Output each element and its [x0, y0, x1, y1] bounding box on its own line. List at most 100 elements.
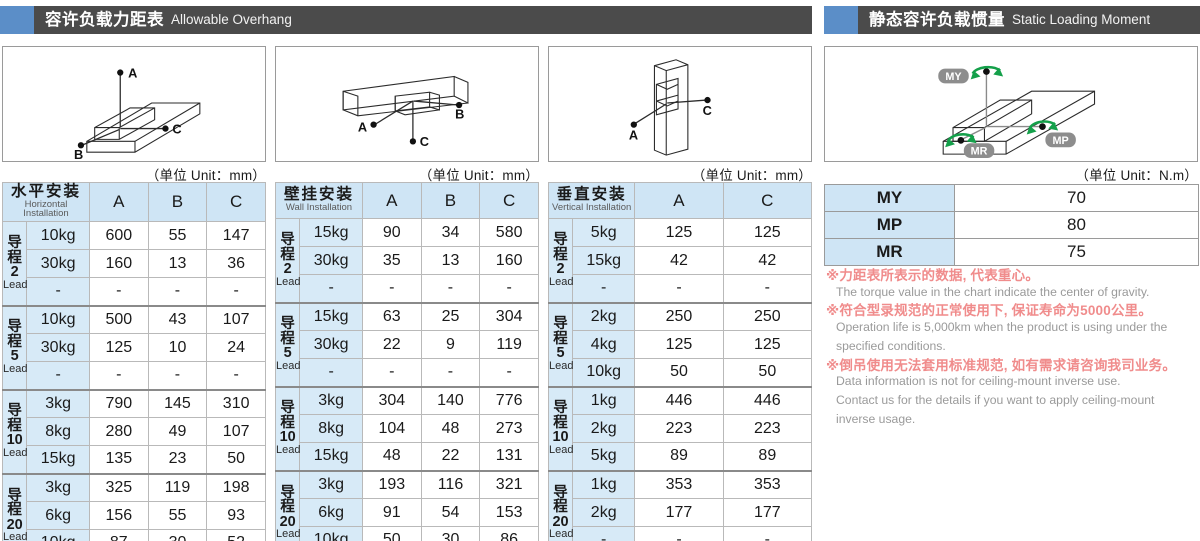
load-cell: 1kg: [572, 469, 636, 499]
moment-value: 75: [954, 238, 1199, 266]
diagram-static-loading-moment: MY MP MR: [824, 46, 1198, 162]
diagram-wall-installation: A B C: [275, 46, 539, 162]
value-cell-a: 353: [634, 469, 724, 499]
value-cell-c: 42: [722, 246, 813, 275]
table-row: 8kg 280 49 107: [3, 417, 266, 447]
svg-text:A: A: [358, 120, 367, 135]
table-row: 4kg 125 125: [549, 330, 813, 359]
load-cell: -: [26, 361, 90, 391]
table-row: 导程 2 Lead 10kg 600 55 147: [1, 221, 266, 307]
value-cell-b: 55: [147, 501, 208, 531]
value-cell-a: 125: [88, 333, 149, 363]
value-cell-b: 116: [420, 469, 481, 499]
value-cell-c: 250: [722, 301, 813, 331]
svg-text:MR: MR: [971, 146, 988, 158]
value-cell-a: 446: [634, 385, 724, 415]
table-row: 8kg 104 48 273: [276, 414, 539, 443]
diagram-vertical-svg: A C: [629, 59, 712, 156]
value-cell-c: 446: [722, 385, 813, 415]
load-cell: 5kg: [572, 442, 636, 472]
table-row: 2kg 177 177: [549, 498, 813, 527]
value-cell-b: 119: [147, 472, 208, 503]
lead-group-label: 导程 20 Lead: [1, 472, 27, 541]
load-cell: 30kg: [299, 330, 363, 359]
unit-caption-mm: （单位 Unit：mm）: [691, 168, 812, 183]
header-bar: 容许负载力距表 Allowable Overhang: [34, 6, 812, 34]
lead-group-label: 导程 10 Lead: [274, 385, 300, 471]
load-cell: 2kg: [572, 498, 636, 527]
value-cell-b: 23: [147, 445, 208, 475]
value-cell-b: 13: [147, 249, 208, 279]
value-cell-b: 49: [147, 417, 208, 447]
section-header-static-loading-moment: 静态容许负载惯量 Static Loading Moment: [824, 6, 1200, 34]
section-title-en: Allowable Overhang: [171, 12, 292, 28]
table-header-row: 壁挂安装 Wall Installation A B C: [275, 182, 539, 219]
unit-caption-mm: （单位 Unit：mm）: [418, 168, 539, 183]
header-title-en: Horizontal Installation: [23, 198, 69, 220]
value-cell-a: -: [361, 358, 422, 388]
value-cell-c: 160: [479, 246, 539, 275]
section-title-cn: 容许负载力距表: [45, 10, 164, 29]
table-row: 10kg873052: [3, 529, 266, 541]
value-cell-a: -: [361, 274, 422, 304]
accent-swatch-icon: [0, 6, 34, 34]
table-row: 15kg 42 42: [549, 246, 813, 275]
header-title-cn: 水平安装: [10, 183, 81, 200]
note-text-en: Contact us for the details if you want t…: [836, 393, 1155, 408]
table-row: ----: [3, 277, 266, 307]
load-cell: 10kg: [26, 304, 90, 335]
lead-group-label: 导程 5 Lead: [1, 304, 27, 391]
value-cell-a: 790: [88, 388, 149, 419]
lead-group-label: 导程 20 Lead: [274, 469, 300, 541]
column-header-c: C: [722, 182, 813, 219]
value-cell-a: 42: [634, 246, 724, 275]
load-cell: 3kg: [299, 469, 363, 499]
load-cell: 6kg: [26, 501, 90, 531]
value-cell-a: 104: [361, 414, 422, 443]
load-cell: 8kg: [26, 417, 90, 447]
value-cell-c: -: [206, 361, 266, 391]
section-title-cn: 静态容许负载惯量: [869, 10, 1005, 29]
value-cell-a: -: [88, 361, 149, 391]
lead-group-label: 导程 10 Lead: [1, 388, 27, 475]
note-text-cn: ※符合型录规范的正常使用下, 保证寿命为5000公里。: [826, 303, 1153, 319]
load-cell: 15kg: [26, 445, 90, 475]
value-cell-c: 177: [722, 498, 813, 527]
svg-text:C: C: [420, 134, 429, 149]
load-cell: 2kg: [572, 301, 636, 331]
lead-group-label: 导程 5 Lead: [547, 301, 573, 387]
value-cell-a: 193: [361, 469, 422, 499]
table-horizontal-installation: 水平安装 Horizontal Installation A B C 导程 2 Lead 10k…: [1, 181, 266, 541]
load-cell: 10kg: [299, 526, 363, 541]
table-row: 导程 10 Lead 1kg 446 446: [547, 385, 813, 471]
table-row: 导程 5 Lead 15kg 63 25 304: [274, 301, 539, 387]
value-cell-a: -: [634, 526, 724, 541]
value-cell-a: 135: [88, 445, 149, 475]
value-cell-a: 22: [361, 330, 422, 359]
lead-group-label: 导程 5 Lead: [274, 301, 300, 387]
table-static-loading-moment: MY 70 MP 80 MR 75: [824, 184, 1199, 266]
header-bar: 静态容许负载惯量 Static Loading Moment: [858, 6, 1200, 34]
moment-label: MP: [824, 211, 955, 239]
header-title-cn: 垂直安装: [556, 186, 627, 204]
svg-text:MY: MY: [945, 71, 962, 83]
note-text-en: The torque value in the chart indicate t…: [836, 284, 1150, 299]
moment-row: MY 70: [824, 184, 1199, 212]
column-header-a: A: [361, 182, 422, 219]
value-cell-a: 50: [361, 526, 422, 541]
value-cell-b: 140: [420, 385, 481, 415]
value-cell-c: 321: [479, 469, 539, 499]
notes-block: ※力距表所表示的数据, 代表重心。 The torque value in the…: [826, 268, 1196, 430]
value-cell-a: 125: [634, 330, 724, 359]
value-cell-c: 153: [479, 498, 539, 527]
value-cell-c: 24: [206, 333, 266, 363]
value-cell-b: 34: [420, 218, 481, 247]
table-vertical-installation: 垂直安装 Vertical Installation A C 导程 2 Lead 5kg 125…: [547, 182, 813, 541]
value-cell-a: 63: [361, 301, 422, 331]
lead-group-label: 导程 2 Lead: [547, 218, 573, 303]
svg-text:C: C: [703, 103, 712, 118]
lead-group-label: 导程 2 Lead: [274, 218, 300, 303]
value-cell-c: 107: [206, 417, 266, 447]
value-cell-a: 177: [634, 498, 724, 527]
